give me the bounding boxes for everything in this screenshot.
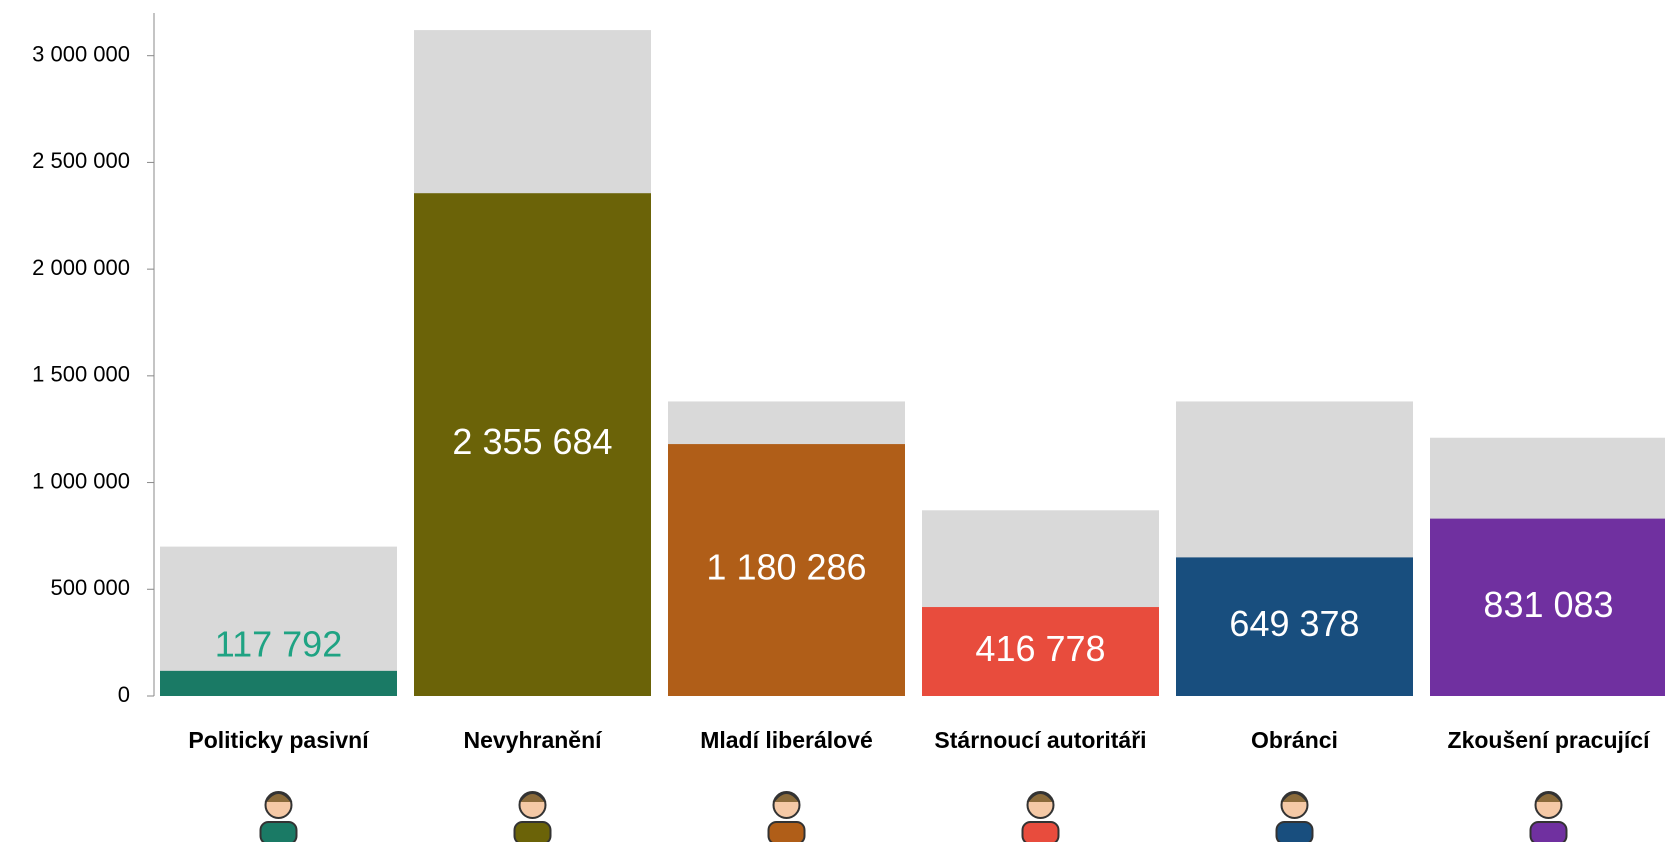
- bar: [160, 671, 397, 696]
- page: 0 500 000 1 000 000 1 500 000 2 000 000 2 500…: [0, 0, 1665, 842]
- y-tick-label: 500 000: [50, 575, 130, 600]
- person-icon: [1023, 792, 1059, 842]
- category-label: Nevyhranění: [413, 724, 653, 756]
- y-tick-label: 1 500 000: [32, 362, 130, 387]
- person-icon: [1277, 792, 1313, 842]
- category-label: Zkoušení pracující: [1429, 724, 1665, 756]
- person-icon: [261, 792, 297, 842]
- value-label: 649 378: [1229, 603, 1359, 644]
- value-label: 117 792: [215, 623, 342, 664]
- category-label: Stárnoucí autoritáři: [921, 724, 1161, 756]
- value-label: 416 778: [975, 628, 1105, 669]
- person-icon: [769, 792, 805, 842]
- value-label: 2 355 684: [452, 421, 612, 462]
- person-icon: [1531, 792, 1567, 842]
- y-tick-label: 3 000 000: [32, 42, 130, 67]
- value-label: 831 083: [1483, 584, 1613, 625]
- y-tick-label: 2 500 000: [32, 148, 130, 173]
- person-icon: [515, 792, 551, 842]
- y-tick-label: 2 000 000: [32, 255, 130, 280]
- category-label: Politicky pasivní: [159, 724, 399, 756]
- value-label: 1 180 286: [706, 547, 866, 588]
- chart: 0 500 000 1 000 000 1 500 000 2 000 000 2 500…: [0, 0, 1665, 842]
- y-tick-label: 0: [118, 682, 130, 707]
- y-tick-label: 1 000 000: [32, 468, 130, 493]
- category-label: Mladí liberálové: [667, 724, 907, 756]
- category-label: Obránci: [1175, 724, 1415, 756]
